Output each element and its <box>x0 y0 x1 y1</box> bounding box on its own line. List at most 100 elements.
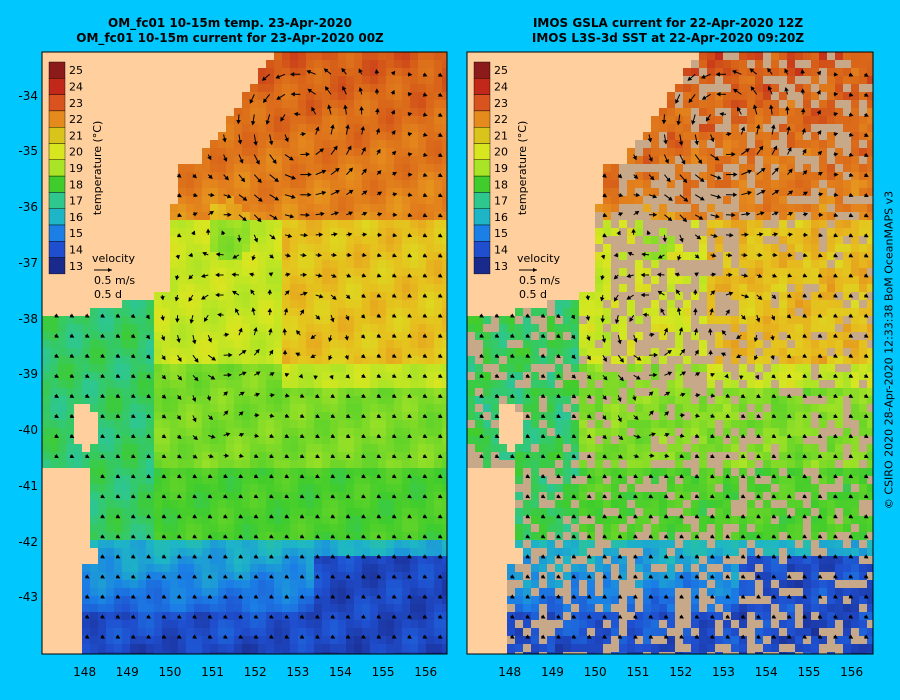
velocity-key-title: velocity <box>92 252 135 265</box>
colorbar-swatch <box>48 208 66 226</box>
colorbar-swatch <box>473 224 491 242</box>
velocity-key-duration: 0.5 d <box>519 288 547 301</box>
colorbar-swatch <box>473 78 491 95</box>
colorbar-swatch <box>473 192 491 209</box>
colorbar-title: temperature (°C) <box>516 121 529 215</box>
colorbar-swatch <box>473 257 491 275</box>
map-frame <box>466 51 874 655</box>
colorbar-swatch <box>48 110 66 128</box>
velocity-key-arrowhead <box>108 268 112 272</box>
colorbar-swatch <box>48 159 66 177</box>
current-vectors <box>54 67 443 639</box>
colorbar-tick-label: 25 <box>494 64 508 77</box>
colorbar-tick-label: 14 <box>494 243 508 256</box>
colorbar-tick-label: 16 <box>69 211 83 224</box>
velocity-key-speed: 0.5 m/s <box>519 274 560 287</box>
right-map-title: IMOS GSLA current for 22-Apr-2020 12Z IM… <box>458 16 878 46</box>
velocity-key-duration: 0.5 d <box>94 288 122 301</box>
colorbar-tick-label: 24 <box>69 80 83 93</box>
colorbar-tick-label: 21 <box>494 129 508 142</box>
longitude-tick-label: 156 <box>414 665 438 679</box>
colorbar-swatch <box>473 208 491 226</box>
colorbar-tick-label: 18 <box>494 178 508 191</box>
colorbar-swatch <box>48 257 66 275</box>
left-map-panel: 25 24 23 22 21 20 19 18 17 16 15 14 13 temperature (°… <box>41 51 448 655</box>
colorbar-tick-label: 22 <box>69 113 83 126</box>
colorbar-tick-label: 23 <box>494 97 508 110</box>
colorbar-swatch <box>48 241 66 258</box>
colorbar-tick-label: 17 <box>69 195 83 208</box>
colorbar-swatch <box>473 159 491 177</box>
colorbar-swatch <box>473 94 491 112</box>
map-frame <box>41 51 448 655</box>
velocity-key-speed: 0.5 m/s <box>94 274 135 287</box>
longitude-tick-label: 154 <box>754 665 778 679</box>
velocity-key-arrowhead <box>533 268 537 272</box>
colorbar-tick-label: 16 <box>494 211 508 224</box>
colorbar-swatch <box>473 143 491 160</box>
colorbar-tick-label: 21 <box>69 129 83 142</box>
longitude-tick-label: 152 <box>669 665 693 679</box>
temperature-colorbar: 25 24 23 22 21 20 19 18 17 16 15 14 13 temperature (°… <box>473 61 529 275</box>
longitude-tick-label: 148 <box>498 665 522 679</box>
colorbar-tick-label: 25 <box>69 64 83 77</box>
colorbar-tick-label: 15 <box>69 227 83 240</box>
colorbar-swatch <box>48 192 66 209</box>
longitude-tick-label: 155 <box>797 665 821 679</box>
temperature-field <box>42 52 447 654</box>
colorbar-tick-label: 19 <box>494 162 508 175</box>
longitude-tick-label: 151 <box>626 665 650 679</box>
latitude-tick-label: -39 <box>18 367 38 382</box>
latitude-tick-label: -40 <box>18 423 38 438</box>
colorbar-swatch <box>473 175 491 193</box>
colorbar-swatch <box>48 175 66 193</box>
velocity-key: velocity 0.5 m/s0.5 d <box>92 252 135 301</box>
colorbar-tick-label: 22 <box>494 113 508 126</box>
colorbar-tick-label: 13 <box>494 260 508 273</box>
colorbar-tick-label: 19 <box>69 162 83 175</box>
longitude-tick-label: 156 <box>840 665 864 679</box>
colorbar-swatch <box>473 61 491 79</box>
colorbar-tick-label: 18 <box>69 178 83 191</box>
latitude-tick-label: -34 <box>18 88 38 103</box>
latitude-tick-label: -35 <box>18 144 38 159</box>
colorbar-swatch <box>473 110 491 128</box>
longitude-tick-label: 155 <box>371 665 395 679</box>
longitude-tick-label: 154 <box>328 665 352 679</box>
longitude-tick-label: 153 <box>711 665 735 679</box>
colorbar-tick-label: 14 <box>69 243 83 256</box>
longitude-tick-label: 150 <box>583 665 607 679</box>
longitude-tick-label: 153 <box>286 665 310 679</box>
colorbar-tick-label: 15 <box>494 227 508 240</box>
longitude-tick-label: 149 <box>541 665 564 679</box>
colorbar-tick-label: 17 <box>494 195 508 208</box>
colorbar-swatch <box>48 61 66 79</box>
velocity-key-title: velocity <box>517 252 560 265</box>
colorbar-swatch <box>48 143 66 160</box>
longitude-tick-label: 152 <box>243 665 267 679</box>
colorbar-tick-label: 13 <box>69 260 83 273</box>
latitude-tick-label: -43 <box>18 590 38 605</box>
colorbar-swatch <box>48 94 66 112</box>
colorbar-swatch <box>48 78 66 95</box>
left-title-line2: OM_fc01 10-15m current for 23-Apr-2020 0… <box>76 31 384 45</box>
colorbar-swatch <box>48 126 66 144</box>
velocity-key: velocity 0.5 m/s0.5 d <box>517 252 560 301</box>
colorbar-tick-label: 23 <box>69 97 83 110</box>
colorbar-swatch <box>473 126 491 144</box>
latitude-tick-label: -42 <box>18 534 38 549</box>
latitude-tick-label: -38 <box>18 311 38 326</box>
colorbar-swatch <box>48 224 66 242</box>
latitude-tick-label: -37 <box>18 255 38 270</box>
right-map-panel: 25 24 23 22 21 20 19 18 17 16 15 14 13 temperature (°… <box>466 51 874 655</box>
copyright-notice: © CSIRO 2020 28-Apr-2020 12:33:38 BoM Oc… <box>882 190 896 510</box>
colorbar-swatch <box>473 241 491 258</box>
temperature-field <box>467 52 873 654</box>
colorbar-tick-label: 24 <box>494 80 508 93</box>
colorbar-title: temperature (°C) <box>91 121 104 215</box>
latitude-tick-label: -41 <box>18 478 38 493</box>
current-vectors <box>479 67 869 639</box>
temperature-colorbar: 25 24 23 22 21 20 19 18 17 16 15 14 13 temperature (°… <box>48 61 104 275</box>
left-map-title: OM_fc01 10-15m temp. 23-Apr-2020 OM_fc01… <box>20 16 440 46</box>
